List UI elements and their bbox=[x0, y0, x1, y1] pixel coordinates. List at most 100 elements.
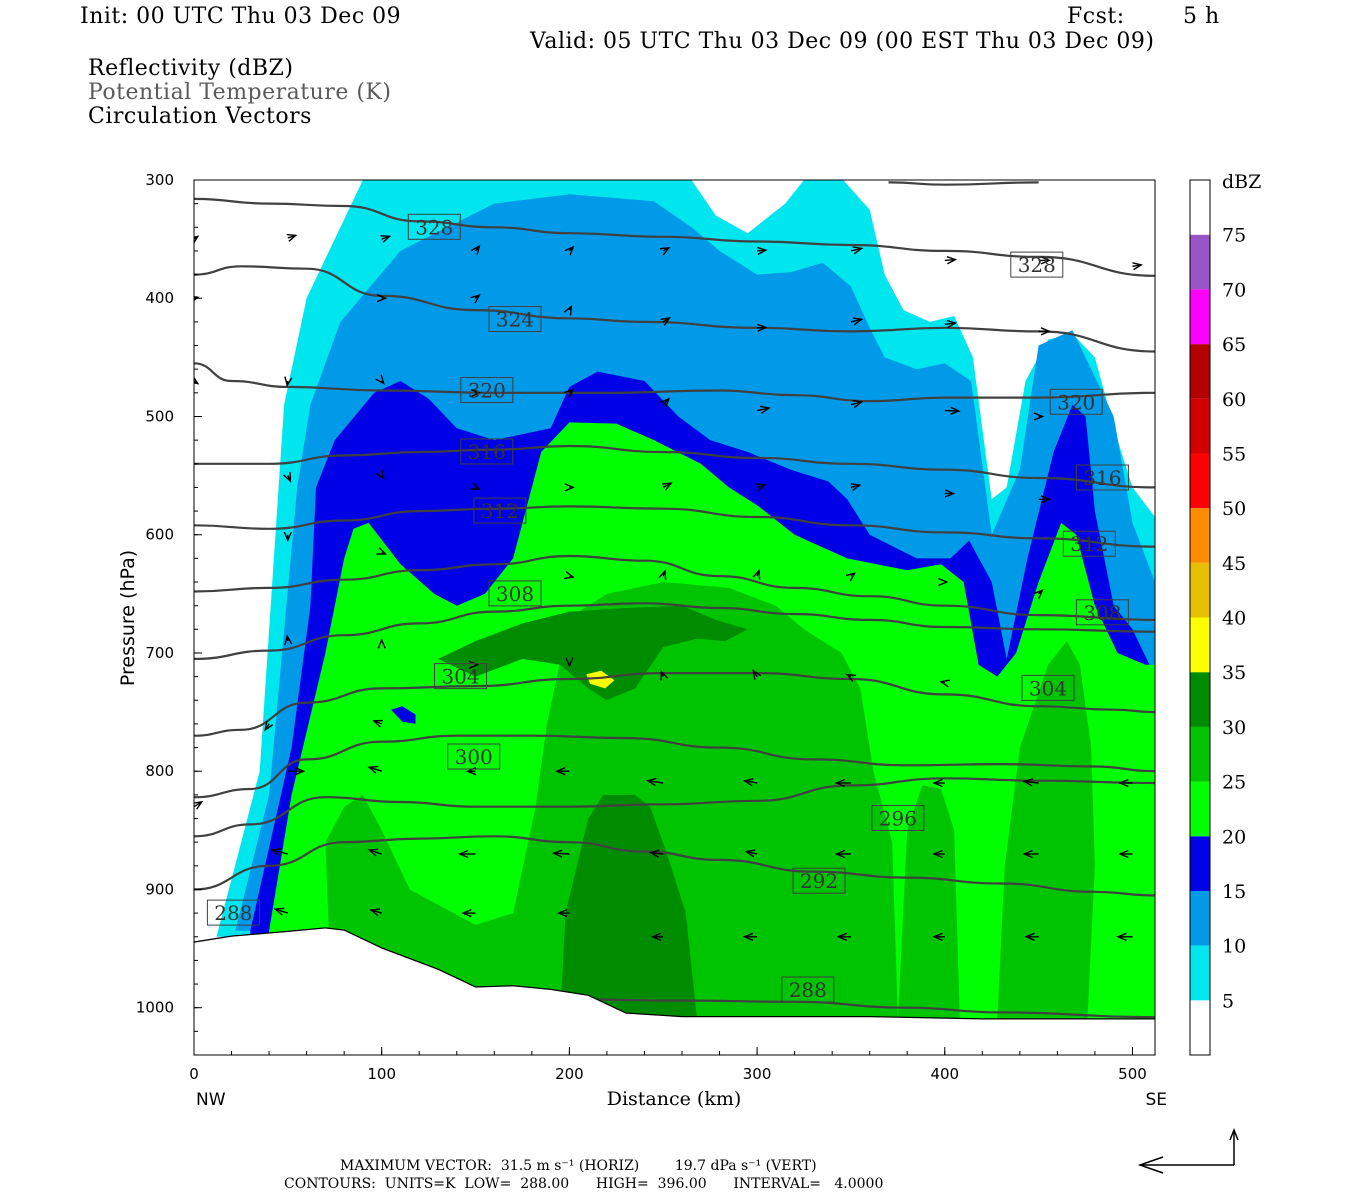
reflectivity-30-dbz-region bbox=[560, 794, 697, 1020]
circulation-vector bbox=[850, 399, 864, 408]
circulation-vector bbox=[845, 572, 857, 582]
circulation-vector bbox=[932, 932, 945, 941]
theta-label-text: 324 bbox=[496, 308, 534, 332]
reflectivity-15-dbz-region bbox=[391, 706, 416, 724]
circulation-vector bbox=[752, 669, 762, 680]
colorbar-label: 5 bbox=[1222, 990, 1234, 1012]
circulation-vector bbox=[564, 571, 575, 580]
circulation-vector bbox=[932, 778, 945, 788]
circulation-vector bbox=[194, 376, 200, 385]
theta-contour-296 bbox=[194, 777, 1155, 838]
circulation-vector bbox=[1118, 849, 1133, 859]
circulation-vector bbox=[551, 849, 570, 858]
theta-label-text: 320 bbox=[1057, 390, 1095, 414]
circulation-vector bbox=[755, 483, 767, 492]
x-tick-label: 400 bbox=[930, 1065, 959, 1083]
colorbar-swatch bbox=[1190, 453, 1210, 509]
y-tick-label: 600 bbox=[145, 526, 174, 544]
circulation-vector bbox=[1033, 589, 1044, 599]
x-tick-label: 100 bbox=[367, 1065, 396, 1083]
circulation-vector bbox=[284, 634, 293, 646]
circulation-vector bbox=[283, 531, 293, 542]
circulation-vector bbox=[834, 849, 851, 859]
circulation-vector bbox=[286, 233, 298, 242]
colorbar-label: 25 bbox=[1222, 772, 1246, 794]
circulation-vector bbox=[372, 719, 383, 728]
colorbar-label: 45 bbox=[1222, 553, 1246, 575]
circulation-vector bbox=[1118, 778, 1133, 788]
circulation-vector bbox=[756, 405, 771, 414]
circulation-vectors bbox=[194, 233, 1143, 941]
theta-label-text: 292 bbox=[800, 869, 838, 893]
theta-label: 308 bbox=[488, 580, 542, 607]
circulation-vector bbox=[564, 245, 575, 256]
circulation-vector bbox=[376, 547, 388, 555]
theta-label-text: 316 bbox=[468, 440, 506, 464]
theta-label-text: 328 bbox=[415, 215, 453, 239]
colorbar-swatch bbox=[1190, 234, 1210, 290]
theta-label-text: 296 bbox=[879, 807, 917, 831]
theta-label: 312 bbox=[1062, 530, 1116, 557]
theta-label-text: 328 bbox=[1018, 253, 1056, 277]
circulation-vector bbox=[660, 397, 671, 408]
circulation-vector bbox=[1038, 256, 1052, 265]
circulation-vector bbox=[375, 374, 385, 385]
colorbar-label: 50 bbox=[1222, 498, 1246, 520]
circulation-vector bbox=[944, 489, 956, 498]
circulation-vector bbox=[470, 482, 481, 490]
colorbar-label: 10 bbox=[1222, 936, 1246, 958]
circulation-vector bbox=[367, 765, 382, 774]
theta-label: 324 bbox=[488, 306, 542, 332]
circulation-vector bbox=[944, 256, 958, 265]
circulation-vector bbox=[650, 932, 664, 941]
reflectivity-25-dbz-region bbox=[897, 785, 960, 1020]
theta-label: 300 bbox=[447, 743, 501, 770]
circulation-vector bbox=[845, 673, 857, 683]
circulation-vector bbox=[850, 483, 862, 492]
theta-label-text: 312 bbox=[1070, 532, 1108, 556]
colorbar-label: 65 bbox=[1222, 334, 1246, 356]
circulation-vector bbox=[1038, 327, 1052, 336]
colorbar-label: 15 bbox=[1222, 881, 1246, 903]
circulation-vector bbox=[375, 469, 385, 480]
circulation-vector bbox=[944, 319, 958, 329]
circulation-vector bbox=[194, 800, 204, 810]
theta-contour-336 bbox=[888, 181, 1039, 186]
x-end-label-se: SE bbox=[1145, 1090, 1167, 1110]
theta-contour-328 bbox=[194, 265, 1155, 353]
circulation-vector bbox=[564, 483, 575, 492]
circulation-vector bbox=[662, 482, 673, 491]
circulation-vector bbox=[369, 908, 382, 917]
colorbar-swatch bbox=[1190, 781, 1210, 837]
theta-label: 288 bbox=[781, 976, 835, 1003]
valid-time: Valid: 05 UTC Thu 03 Dec 09 (00 EST Thu … bbox=[530, 29, 1155, 54]
theta-label: 328 bbox=[407, 213, 461, 240]
circulation-vector bbox=[834, 778, 851, 788]
circulation-vector bbox=[287, 767, 306, 776]
colorbar-swatch bbox=[1190, 836, 1210, 891]
y-tick-label: 1000 bbox=[136, 999, 174, 1017]
colorbar-swatch bbox=[1190, 890, 1210, 946]
theta-label: 296 bbox=[871, 805, 925, 831]
circulation-vector bbox=[376, 294, 388, 303]
colorbar-swatch bbox=[1190, 344, 1210, 399]
circulation-vector bbox=[471, 244, 481, 255]
circulation-vector bbox=[1022, 778, 1039, 787]
theta-label-text: 288 bbox=[214, 901, 252, 925]
theta-label: 304 bbox=[1021, 674, 1075, 701]
y-axis-title: Pressure (hPa) bbox=[117, 550, 139, 686]
forecast-hour: 5 h bbox=[1183, 4, 1220, 29]
colorbar-swatch bbox=[1190, 945, 1210, 1001]
x-tick-label: 500 bbox=[1118, 1065, 1147, 1083]
theta-label: 288 bbox=[206, 899, 260, 926]
circulation-vector bbox=[659, 246, 671, 256]
y-tick-label: 900 bbox=[145, 880, 174, 898]
colorbar-swatch bbox=[1190, 1000, 1210, 1055]
reflectivity-fill bbox=[216, 180, 1155, 1020]
theta-label-text: 320 bbox=[468, 379, 506, 403]
contour-labels: 328 328 324 320 320 316 316 312 312 308 308 304 304 3… bbox=[206, 213, 1129, 1003]
circulation-vector bbox=[850, 246, 864, 255]
circulation-vector bbox=[284, 376, 293, 388]
theta-label-text: 288 bbox=[789, 978, 827, 1002]
y-tick-label: 500 bbox=[145, 407, 174, 425]
